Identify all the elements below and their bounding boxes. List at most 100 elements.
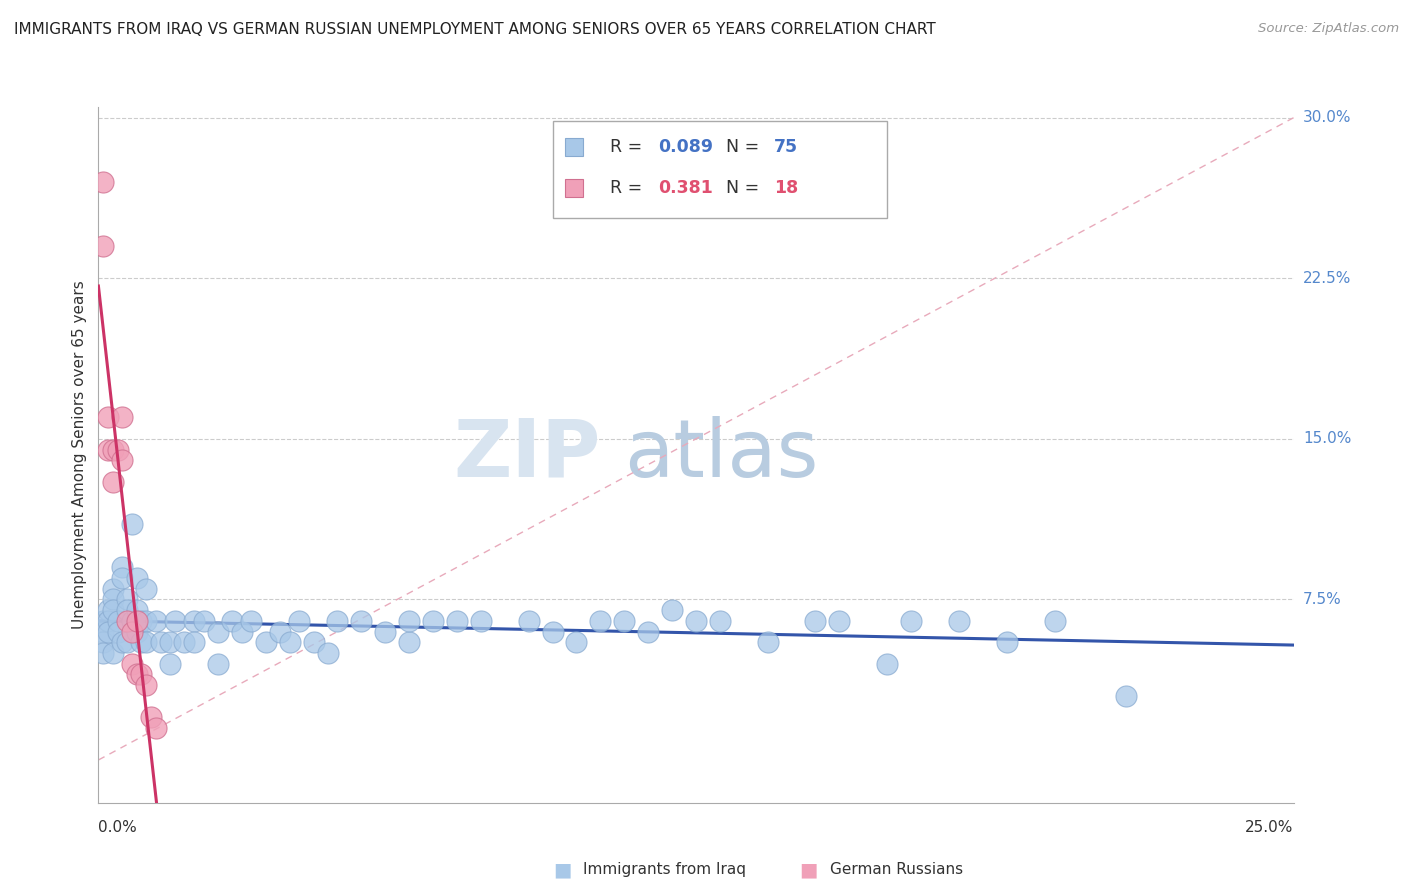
Point <box>101 646 124 660</box>
Point <box>589 614 612 628</box>
Point <box>995 635 1018 649</box>
Point <box>111 635 134 649</box>
Point <box>517 614 540 628</box>
Point <box>125 624 148 639</box>
Point <box>125 571 148 585</box>
Point <box>101 592 124 607</box>
Point <box>101 442 124 457</box>
Point <box>288 614 311 628</box>
Text: N =: N = <box>725 179 765 197</box>
Point <box>541 624 564 639</box>
Point <box>159 635 181 649</box>
Point <box>115 614 138 628</box>
Point <box>145 614 167 628</box>
Text: R =: R = <box>610 179 648 197</box>
Text: 75: 75 <box>773 137 797 156</box>
Point <box>1115 689 1137 703</box>
Point <box>302 635 325 649</box>
Point <box>131 667 153 681</box>
Text: 18: 18 <box>773 179 797 197</box>
Point <box>163 614 186 628</box>
Point <box>804 614 827 628</box>
Point <box>876 657 898 671</box>
Point <box>326 614 349 628</box>
Point <box>91 175 114 189</box>
Text: 7.5%: 7.5% <box>1303 592 1341 607</box>
Point <box>422 614 444 628</box>
Point <box>207 657 229 671</box>
Point <box>240 614 263 628</box>
Point <box>193 614 215 628</box>
Point <box>121 657 143 671</box>
Point <box>91 239 114 253</box>
Point <box>637 624 659 639</box>
Text: ■: ■ <box>553 860 572 880</box>
Point <box>111 560 134 574</box>
Point <box>115 592 138 607</box>
Text: 25.0%: 25.0% <box>1246 820 1294 835</box>
Point <box>115 603 138 617</box>
Point <box>91 614 114 628</box>
Point <box>97 624 120 639</box>
Point <box>183 614 205 628</box>
Text: atlas: atlas <box>624 416 818 494</box>
Text: 15.0%: 15.0% <box>1303 432 1351 446</box>
Point <box>107 442 129 457</box>
Point <box>135 582 157 596</box>
Point <box>685 614 707 628</box>
Point <box>111 453 134 467</box>
Point <box>135 614 157 628</box>
Point <box>135 635 157 649</box>
Point <box>107 624 129 639</box>
Point <box>900 614 922 628</box>
Point <box>145 721 167 735</box>
Point <box>97 442 120 457</box>
Text: Immigrants from Iraq: Immigrants from Iraq <box>583 863 747 877</box>
Point <box>278 635 301 649</box>
Point <box>121 624 143 639</box>
Point <box>97 603 120 617</box>
Text: Source: ZipAtlas.com: Source: ZipAtlas.com <box>1258 22 1399 36</box>
Point <box>446 614 468 628</box>
Point <box>1043 614 1066 628</box>
Point <box>613 614 636 628</box>
Point <box>131 614 153 628</box>
Point <box>221 614 243 628</box>
Point <box>107 614 129 628</box>
Point <box>948 614 970 628</box>
Point <box>470 614 492 628</box>
FancyBboxPatch shape <box>553 121 887 219</box>
Text: 30.0%: 30.0% <box>1303 111 1351 125</box>
Point <box>139 710 162 724</box>
Text: 0.0%: 0.0% <box>98 820 138 835</box>
Point <box>131 635 153 649</box>
Point <box>207 624 229 639</box>
Point <box>756 635 779 649</box>
Point <box>398 635 420 649</box>
Text: 0.089: 0.089 <box>658 137 713 156</box>
Text: German Russians: German Russians <box>830 863 963 877</box>
Point <box>159 657 181 671</box>
Text: ■: ■ <box>799 860 818 880</box>
Text: R =: R = <box>610 137 648 156</box>
Point <box>565 635 588 649</box>
Text: 22.5%: 22.5% <box>1303 271 1351 285</box>
Text: N =: N = <box>725 137 765 156</box>
Point <box>183 635 205 649</box>
Point <box>121 614 143 628</box>
Point <box>269 624 291 639</box>
Text: ZIP: ZIP <box>453 416 600 494</box>
Point <box>316 646 339 660</box>
Point <box>97 410 120 425</box>
Point <box>231 624 253 639</box>
Point <box>149 635 172 649</box>
Point <box>350 614 373 628</box>
Text: IMMIGRANTS FROM IRAQ VS GERMAN RUSSIAN UNEMPLOYMENT AMONG SENIORS OVER 65 YEARS : IMMIGRANTS FROM IRAQ VS GERMAN RUSSIAN U… <box>14 22 936 37</box>
Point <box>254 635 277 649</box>
Point <box>111 571 134 585</box>
Point <box>125 614 148 628</box>
Point <box>97 614 120 628</box>
Point <box>101 603 124 617</box>
Point <box>125 603 148 617</box>
Point <box>91 646 114 660</box>
